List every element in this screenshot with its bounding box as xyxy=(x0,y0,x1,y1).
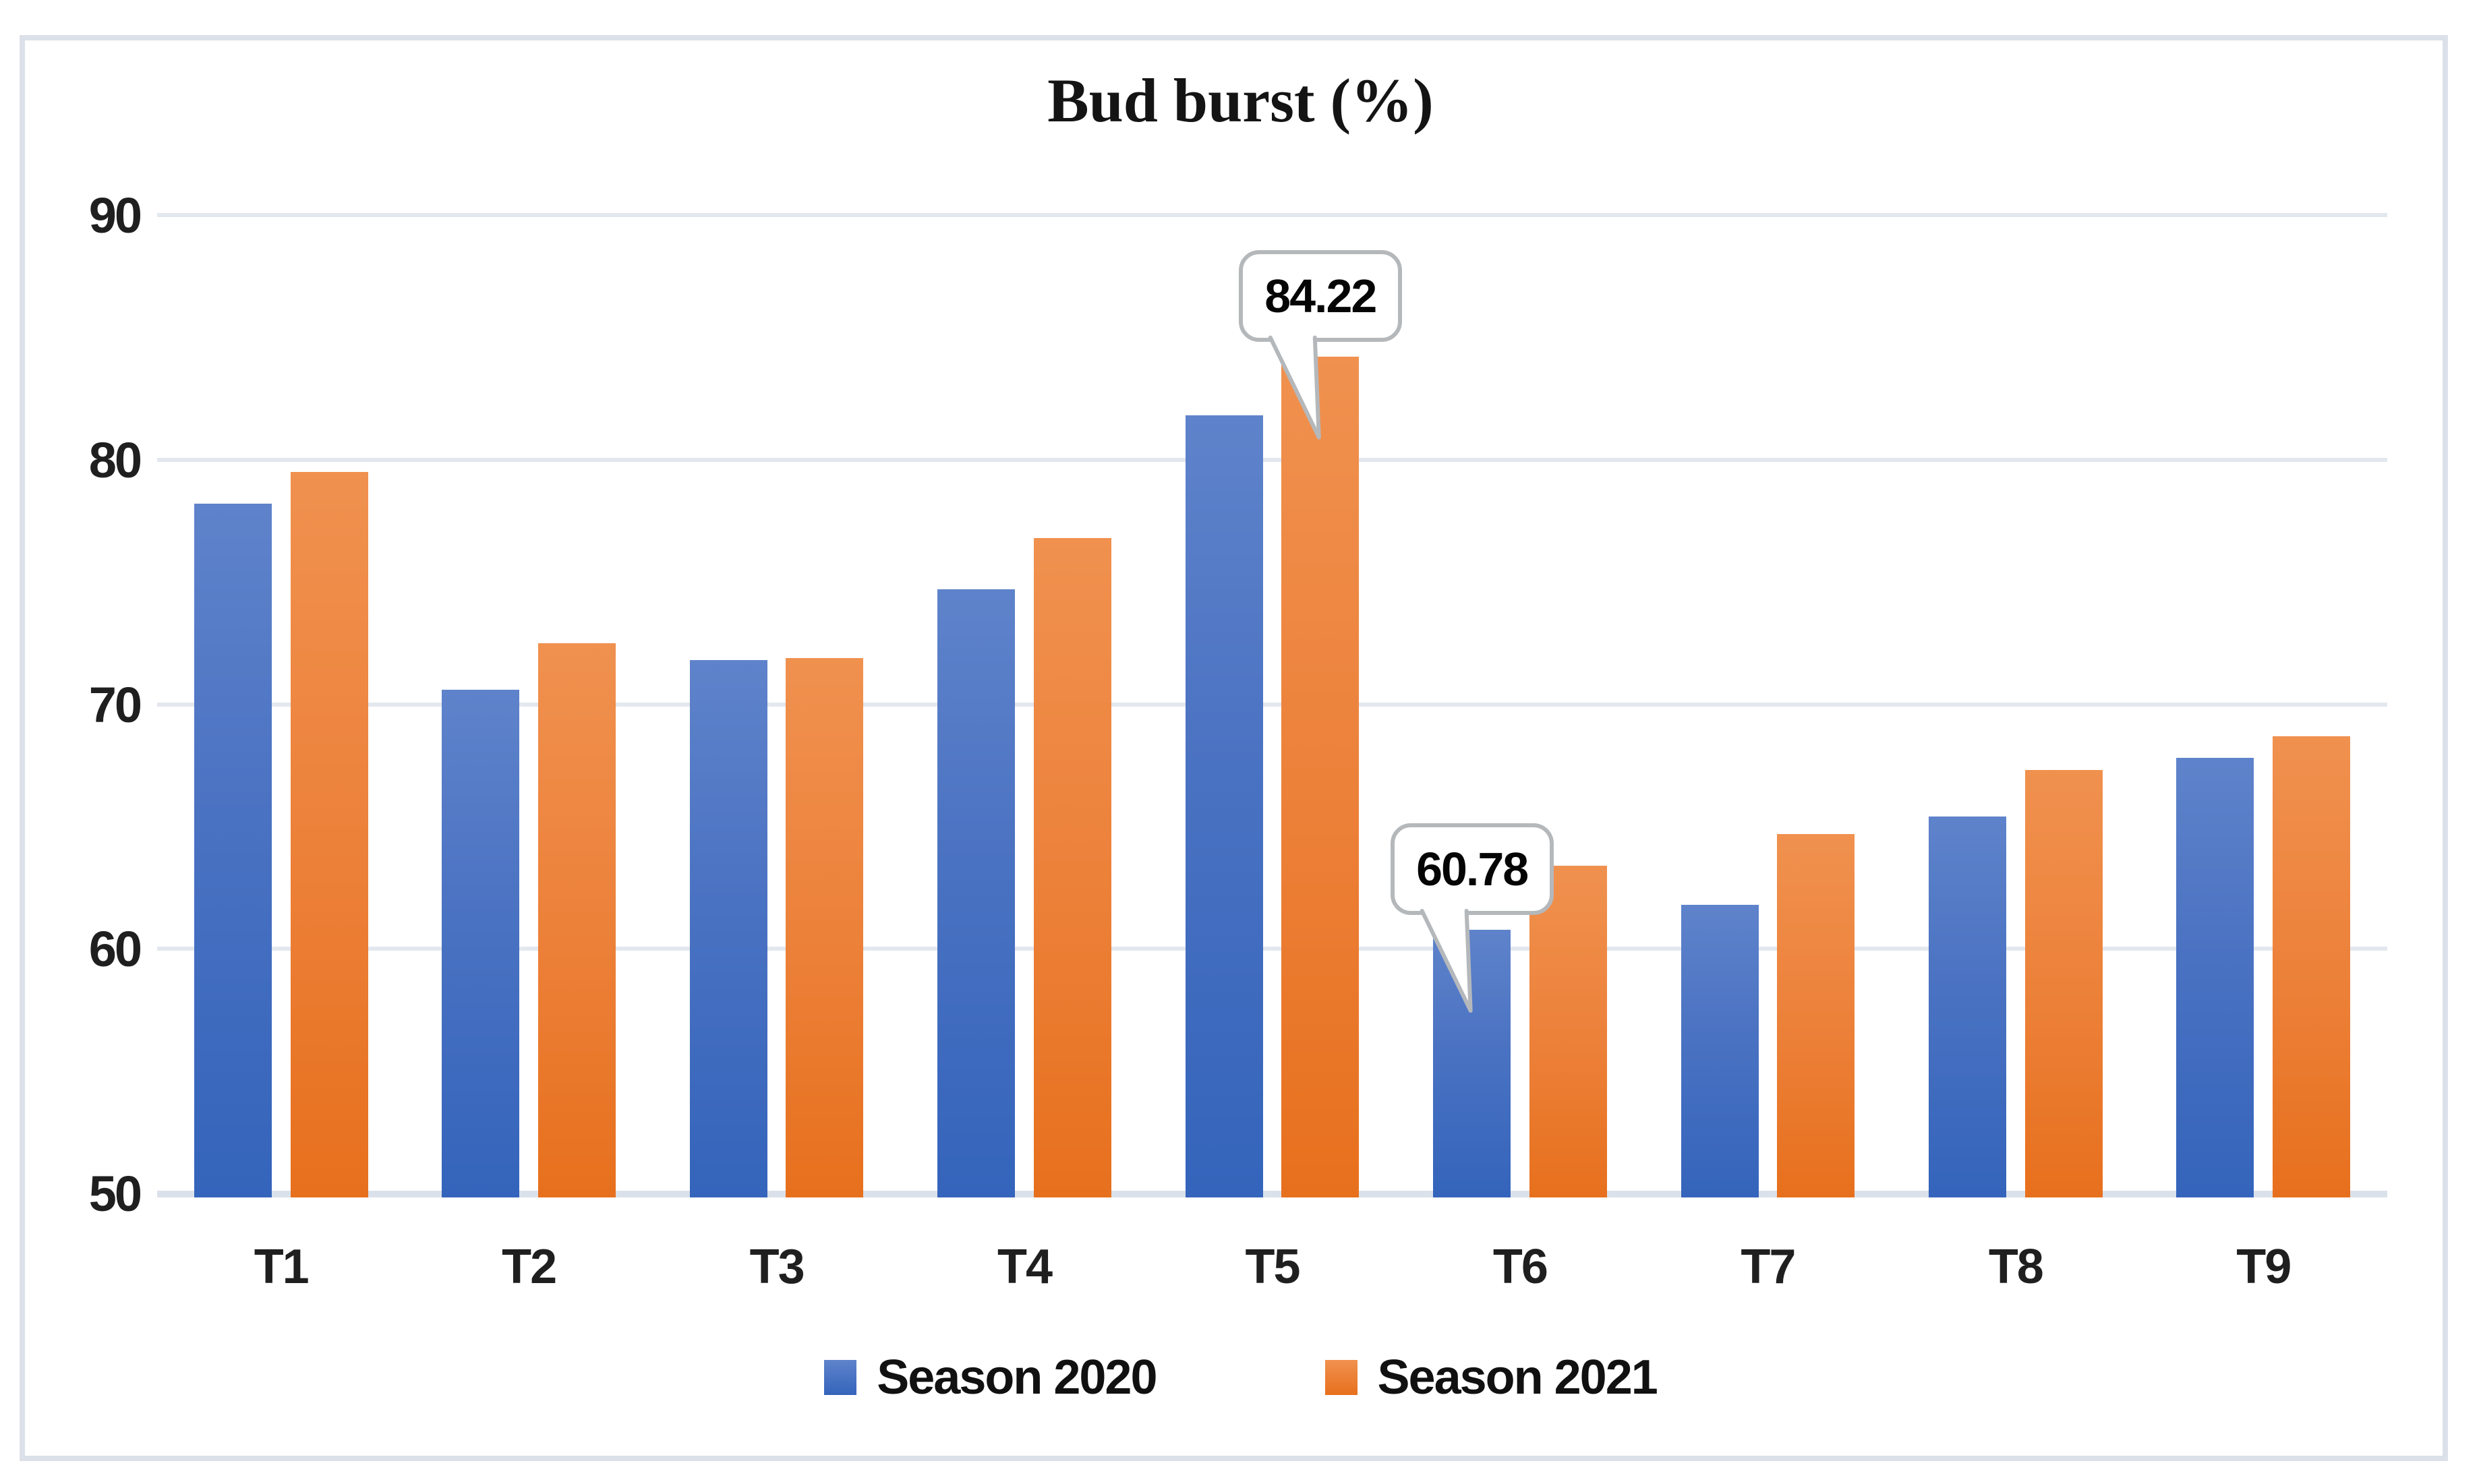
x-axis-label-T6: T6 xyxy=(1492,1240,1548,1294)
gridline-70 xyxy=(157,702,2387,707)
bar-season2020-T3 xyxy=(689,660,767,1197)
bar-season2021-T4 xyxy=(1033,537,1111,1197)
legend-swatch-icon xyxy=(824,1360,857,1395)
x-axis-label-T3: T3 xyxy=(749,1240,805,1294)
legend-label: Season 2021 xyxy=(1377,1351,1658,1404)
x-axis-label-T9: T9 xyxy=(2236,1240,2292,1294)
legend-swatch-icon xyxy=(1324,1360,1358,1395)
y-axis-label-50: 50 xyxy=(88,1166,142,1222)
bar-season2020-T7 xyxy=(1681,904,1759,1197)
x-axis-label-T7: T7 xyxy=(1741,1240,1796,1294)
data-label-callout-T6: 60.78 xyxy=(1390,823,1554,915)
bar-season2021-T9 xyxy=(2273,736,2351,1197)
bar-season2020-T6 xyxy=(1433,929,1511,1197)
legend: Season 2020 Season 2021 xyxy=(0,1350,2481,1405)
y-axis-label-80: 80 xyxy=(88,432,142,488)
bar-season2020-T4 xyxy=(937,589,1016,1197)
gridline-90 xyxy=(157,213,2387,217)
bar-season2021-T3 xyxy=(786,657,864,1197)
bar-season2020-T2 xyxy=(442,689,520,1197)
gridline-80 xyxy=(157,457,2387,462)
bar-season2020-T8 xyxy=(1929,817,2007,1197)
gridline-60 xyxy=(157,947,2387,951)
bar-season2021-T6 xyxy=(1529,865,1607,1197)
legend-item-season2021: Season 2021 xyxy=(1324,1350,1658,1405)
bar-season2021-T7 xyxy=(1777,833,1855,1197)
bar-season2021-T8 xyxy=(2024,770,2103,1197)
bar-season2020-T5 xyxy=(1185,415,1263,1197)
bar-season2021-T2 xyxy=(537,643,616,1197)
bar-season2021-T1 xyxy=(290,471,368,1197)
y-axis-label-70: 70 xyxy=(88,676,142,733)
bar-season2021-T5 xyxy=(1281,356,1360,1197)
x-axis-label-T5: T5 xyxy=(1245,1240,1300,1294)
chart-title: Bud burst (%) xyxy=(1047,66,1434,135)
x-axis-label-T1: T1 xyxy=(254,1240,310,1294)
legend-label: Season 2020 xyxy=(877,1351,1157,1404)
legend-item-season2020: Season 2020 xyxy=(824,1350,1158,1405)
x-axis-label-T4: T4 xyxy=(997,1240,1053,1294)
y-axis-label-60: 60 xyxy=(88,921,142,978)
data-label-callout-T5: 84.22 xyxy=(1238,249,1402,342)
gridline-50 xyxy=(157,1191,2387,1197)
bar-season2020-T9 xyxy=(2176,758,2254,1197)
y-axis-label-90: 90 xyxy=(88,187,142,243)
x-axis-label-T2: T2 xyxy=(502,1240,557,1294)
bar-season2020-T1 xyxy=(194,504,272,1197)
plot-area xyxy=(157,213,2387,1197)
x-axis-label-T8: T8 xyxy=(1988,1240,2044,1294)
